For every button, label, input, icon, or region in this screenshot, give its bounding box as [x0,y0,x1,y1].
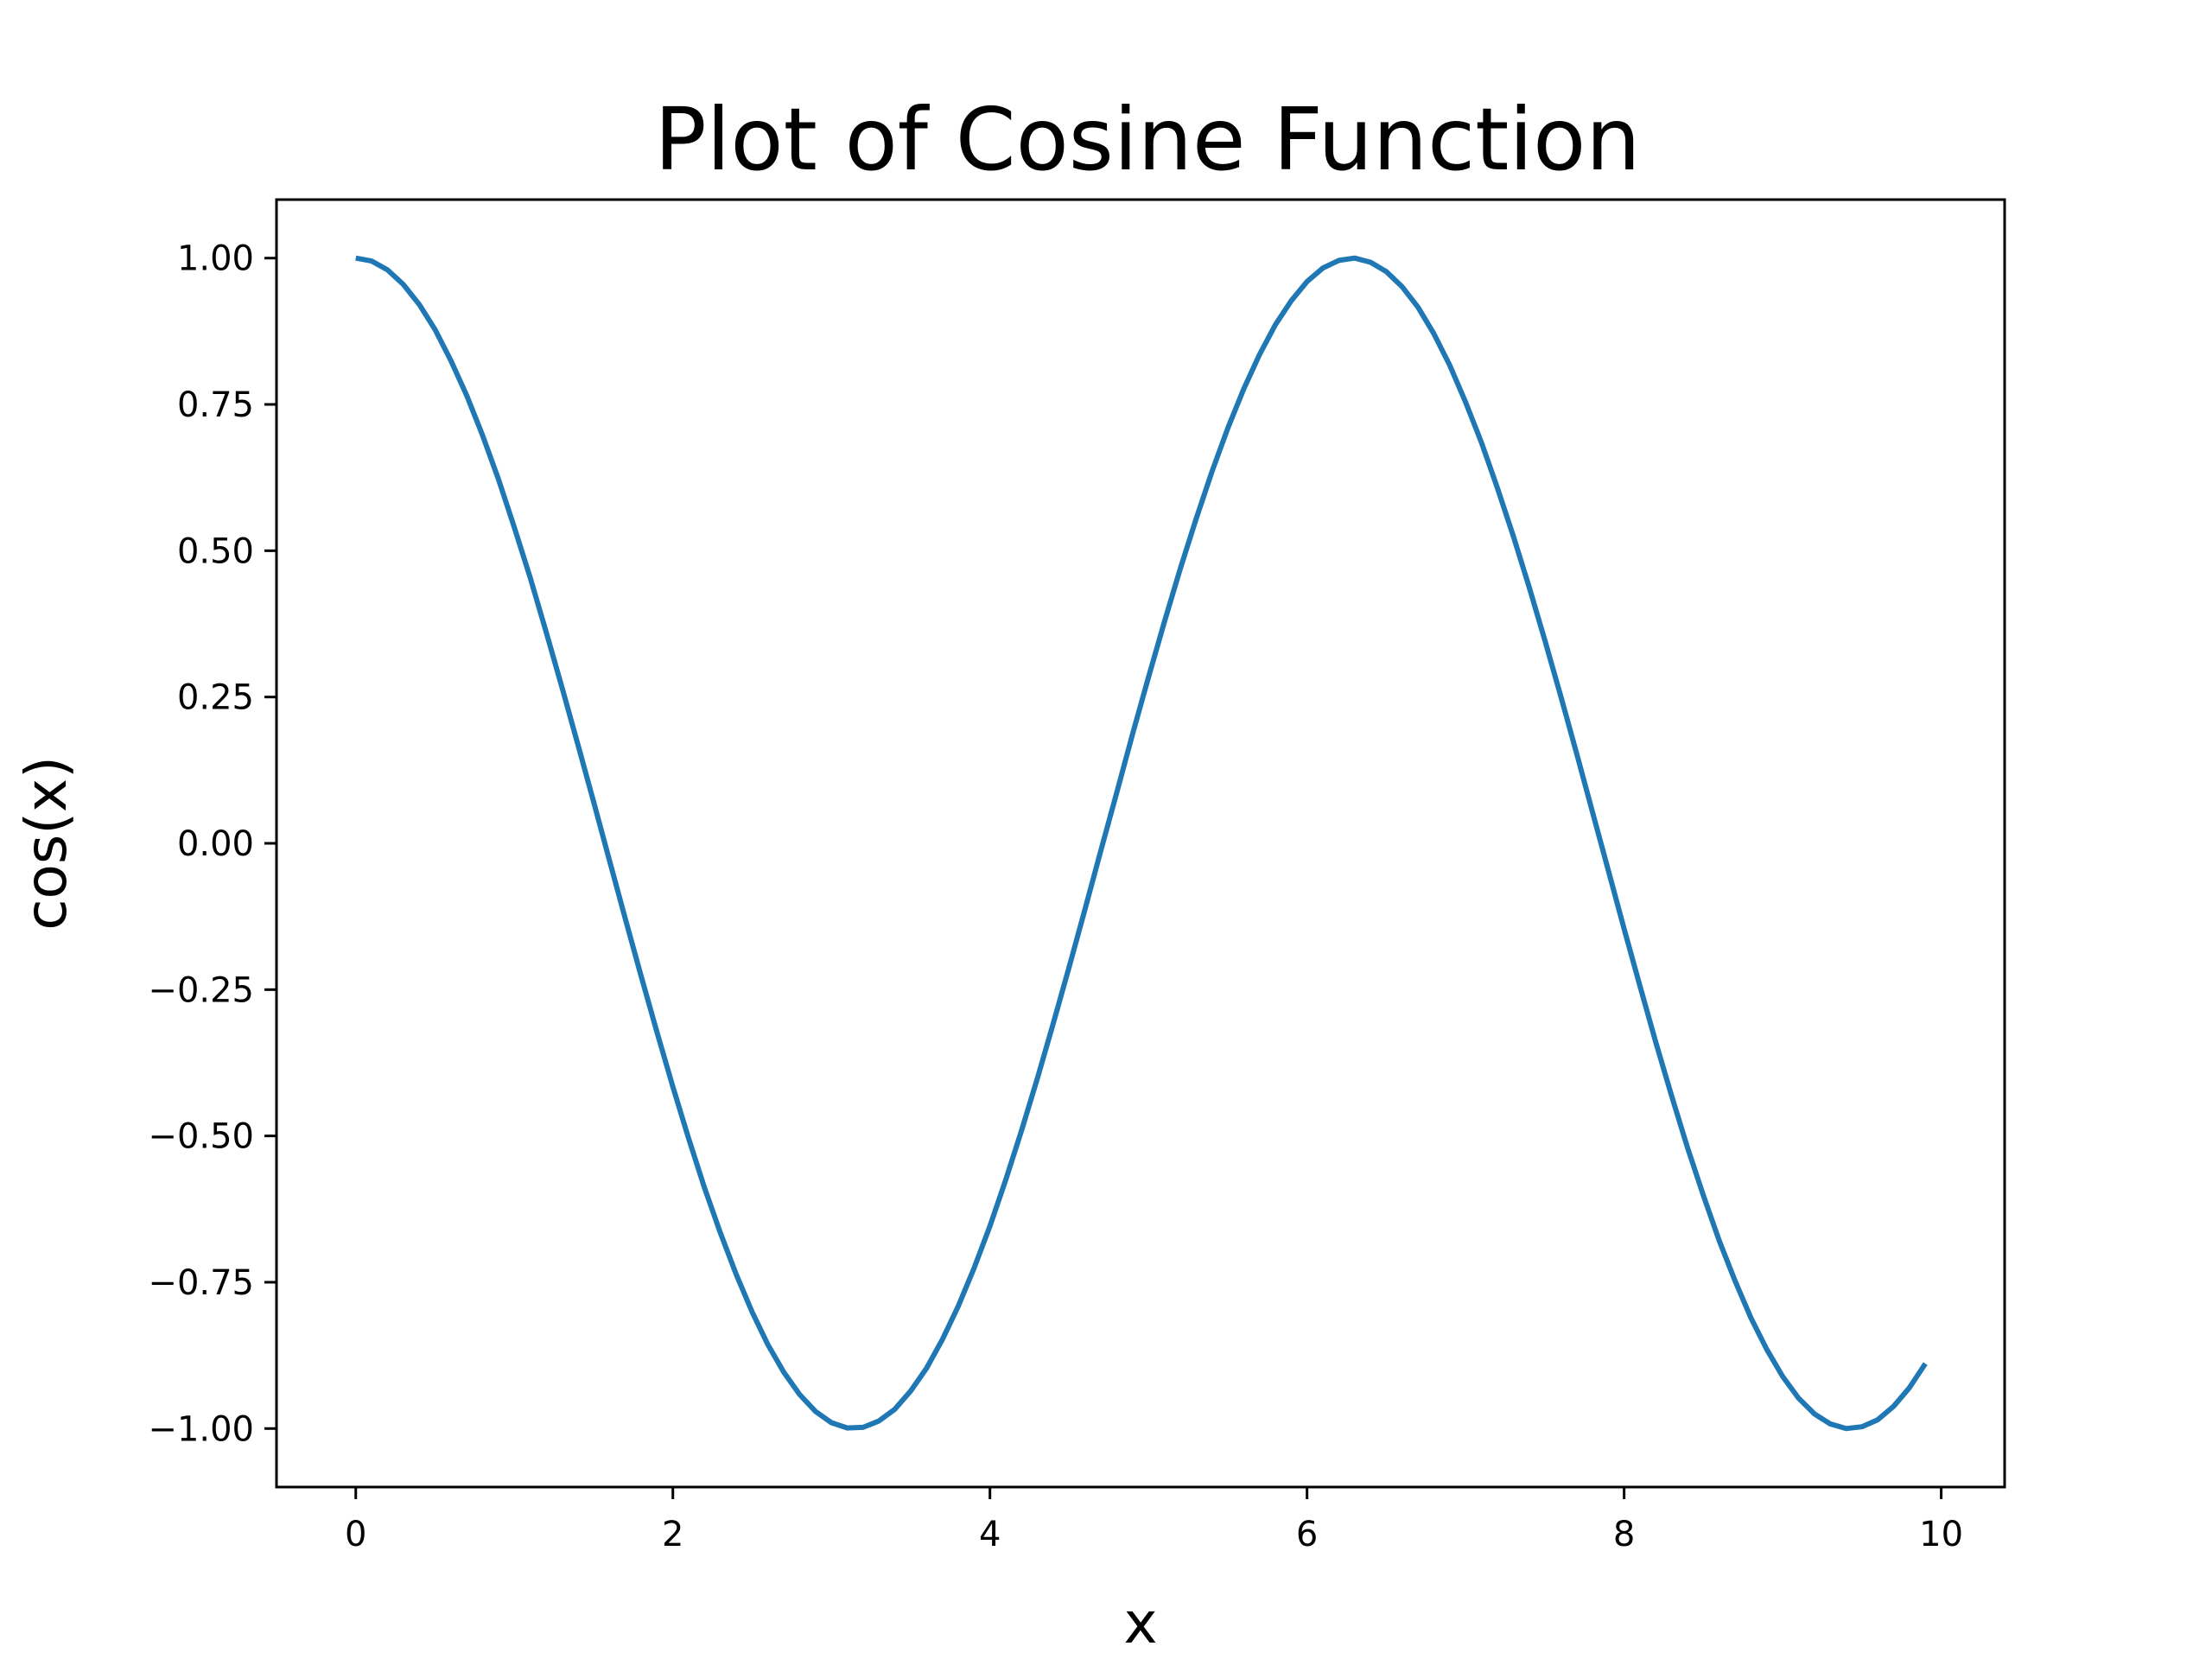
x-tick-label: 0 [345,1515,366,1554]
y-tick-label: 1.00 [177,239,254,279]
y-axis-ticks: 1.00 0.75 0.50 0.25 0.00 −0.25 −0.50 −0.75 −1.00 [148,239,276,1449]
y-axis-label: cos(x) [13,756,79,931]
y-tick-label: −0.75 [148,1263,254,1303]
y-tick-label: −1.00 [148,1409,254,1449]
x-tick-label: 10 [1919,1515,1963,1554]
chart-title: Plot of Cosine Function [654,89,1640,190]
x-tick-label: 2 [662,1515,683,1554]
y-tick-label: 0.00 [177,824,254,864]
y-tick-label: −0.50 [148,1117,254,1157]
x-tick-label: 6 [1296,1515,1318,1554]
y-tick-label: 0.75 [177,385,254,425]
series-line-cos [355,255,1928,1432]
axes-frame [276,200,2005,1487]
x-axis-label: x [1123,1590,1157,1656]
x-tick-label: 8 [1613,1515,1635,1554]
x-axis-ticks: 0 2 4 6 8 10 [345,1487,1963,1554]
x-tick-label: 4 [979,1515,1001,1554]
y-tick-label: 0.25 [177,678,254,718]
y-tick-label: 0.50 [177,531,254,571]
plot-area [275,198,2006,1489]
y-tick-label: −0.25 [148,970,254,1010]
